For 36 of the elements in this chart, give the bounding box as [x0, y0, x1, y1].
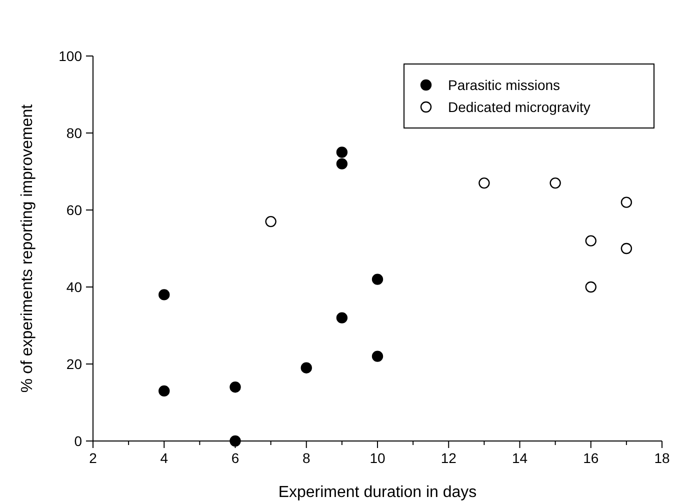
legend-label: Parasitic missions — [448, 77, 560, 93]
x-tick-label: 6 — [231, 450, 240, 466]
point — [372, 274, 384, 285]
point — [265, 216, 276, 228]
y-tick-label: 40 — [66, 279, 82, 295]
y-tick-label: 80 — [66, 125, 82, 141]
point — [550, 177, 561, 189]
point — [478, 177, 490, 189]
x-tick-label: 12 — [440, 450, 457, 466]
point — [585, 235, 596, 246]
point — [620, 196, 632, 208]
point — [336, 146, 348, 158]
x-tick-label: 16 — [583, 450, 599, 466]
point — [230, 435, 241, 447]
point — [372, 350, 384, 362]
y-tick-label: 0 — [74, 433, 82, 449]
x-tick-label: 10 — [370, 450, 386, 466]
y-tick-label: 20 — [66, 356, 82, 372]
x-tick-label: 14 — [512, 450, 528, 466]
y-tick-label: 100 — [58, 48, 82, 64]
y-axis-title: % of experiments reporting improvement — [19, 104, 36, 393]
point — [158, 385, 170, 397]
point — [230, 382, 241, 393]
point — [336, 312, 348, 324]
point — [336, 158, 348, 170]
x-tick-label: 18 — [654, 450, 670, 466]
x-tick-label: 2 — [89, 450, 98, 466]
legend-label: Dedicated microgravity — [448, 99, 590, 115]
point — [620, 242, 632, 254]
point — [158, 289, 170, 300]
x-axis-title: Experiment duration in days — [278, 484, 477, 501]
y-tick-label: 60 — [66, 202, 82, 218]
x-tick-label: 8 — [302, 450, 310, 466]
x-tick-label: 4 — [160, 450, 168, 466]
point — [585, 281, 596, 293]
point — [300, 362, 312, 374]
